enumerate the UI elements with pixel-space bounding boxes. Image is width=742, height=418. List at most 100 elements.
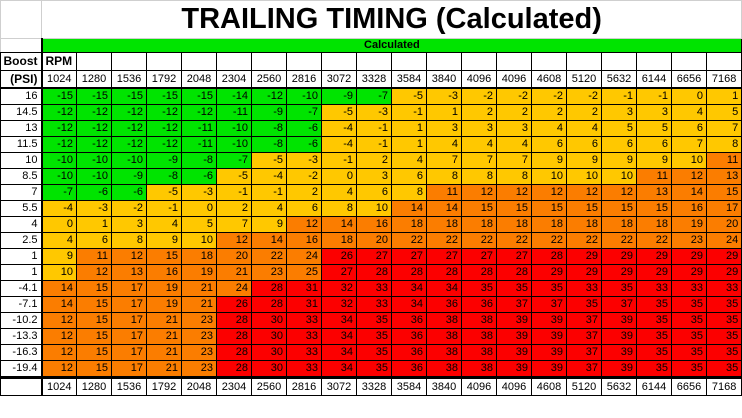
timing-cell[interactable]: 10 — [671, 152, 707, 169]
timing-cell[interactable]: 13 — [111, 264, 147, 281]
timing-cell[interactable]: 9 — [636, 152, 672, 169]
timing-cell[interactable]: 16 — [671, 200, 707, 217]
timing-cell[interactable]: -10 — [76, 152, 112, 169]
timing-cell[interactable]: 33 — [705, 280, 742, 297]
timing-cell[interactable]: -12 — [181, 104, 217, 121]
rpm-header-cell[interactable]: 6144 — [636, 70, 672, 89]
timing-cell[interactable]: 28 — [496, 264, 532, 281]
timing-cell[interactable]: 35 — [636, 328, 672, 345]
timing-cell[interactable]: 8 — [705, 136, 742, 153]
timing-cell[interactable]: 16 — [286, 232, 322, 249]
timing-cell[interactable]: 17 — [111, 328, 147, 345]
timing-cell[interactable]: 12 — [41, 344, 77, 361]
timing-cell[interactable]: 0 — [181, 200, 217, 217]
timing-cell[interactable]: -12 — [41, 136, 77, 153]
timing-cell[interactable]: 27 — [391, 248, 427, 265]
timing-cell[interactable]: 12 — [671, 168, 707, 185]
rpm-header-cell[interactable]: 7168 — [705, 70, 742, 89]
timing-cell[interactable]: -1 — [321, 152, 357, 169]
timing-cell[interactable]: 33 — [356, 280, 392, 297]
timing-cell[interactable]: 4 — [321, 184, 357, 201]
timing-cell[interactable]: -8 — [251, 120, 287, 137]
timing-cell[interactable]: -12 — [251, 87, 287, 105]
timing-cell[interactable]: 33 — [636, 280, 672, 297]
timing-cell[interactable]: 3 — [496, 120, 532, 137]
timing-cell[interactable]: 17 — [111, 296, 147, 313]
timing-cell[interactable]: 24 — [286, 248, 322, 265]
timing-cell[interactable]: 8 — [496, 168, 532, 185]
timing-cell[interactable]: -2 — [531, 87, 567, 105]
timing-cell[interactable]: 18 — [391, 216, 427, 233]
timing-cell[interactable]: 5 — [601, 120, 637, 137]
timing-cell[interactable]: 15 — [566, 200, 602, 217]
timing-cell[interactable]: 0 — [41, 216, 77, 233]
timing-cell[interactable]: 7 — [671, 136, 707, 153]
timing-cell[interactable]: 27 — [321, 264, 357, 281]
boost-value-cell[interactable]: -10.2 — [0, 312, 43, 329]
timing-cell[interactable]: 35 — [671, 328, 707, 345]
timing-cell[interactable]: 15 — [496, 200, 532, 217]
timing-cell[interactable]: 26 — [321, 248, 357, 265]
timing-cell[interactable]: 7 — [705, 120, 742, 137]
rpm-footer-cell[interactable]: 3840 — [426, 377, 462, 396]
timing-cell[interactable]: 27 — [496, 248, 532, 265]
rpm-header-cell[interactable]: 2048 — [181, 70, 217, 89]
timing-cell[interactable]: 10 — [356, 200, 392, 217]
timing-cell[interactable]: 15 — [636, 200, 672, 217]
timing-cell[interactable]: 6 — [391, 168, 427, 185]
timing-cell[interactable]: 39 — [601, 344, 637, 361]
timing-cell[interactable]: 22 — [461, 232, 497, 249]
timing-cell[interactable]: 3 — [636, 104, 672, 121]
timing-cell[interactable]: -1 — [636, 87, 672, 105]
timing-cell[interactable]: 13 — [705, 168, 742, 185]
timing-cell[interactable]: 9 — [531, 152, 567, 169]
timing-cell[interactable]: 19 — [671, 216, 707, 233]
timing-cell[interactable]: 18 — [461, 216, 497, 233]
timing-cell[interactable]: -5 — [216, 168, 252, 185]
timing-cell[interactable]: 38 — [461, 344, 497, 361]
timing-cell[interactable]: 10 — [601, 168, 637, 185]
timing-cell[interactable]: 3 — [461, 120, 497, 137]
timing-cell[interactable]: -11 — [216, 104, 252, 121]
timing-cell[interactable]: 34 — [391, 280, 427, 297]
timing-cell[interactable]: 4 — [566, 120, 602, 137]
timing-cell[interactable]: -12 — [146, 136, 182, 153]
timing-cell[interactable]: 35 — [705, 296, 742, 313]
timing-cell[interactable]: 21 — [146, 360, 182, 379]
timing-cell[interactable]: 13 — [636, 184, 672, 201]
timing-cell[interactable]: 18 — [496, 216, 532, 233]
timing-cell[interactable]: 39 — [601, 328, 637, 345]
timing-cell[interactable]: -10 — [41, 168, 77, 185]
timing-cell[interactable]: 38 — [461, 328, 497, 345]
timing-cell[interactable]: 15 — [76, 344, 112, 361]
timing-cell[interactable]: 19 — [146, 296, 182, 313]
timing-cell[interactable]: 23 — [671, 232, 707, 249]
rpm-footer-cell[interactable]: 3584 — [391, 377, 427, 396]
timing-cell[interactable]: 36 — [391, 328, 427, 345]
timing-cell[interactable]: -10 — [41, 152, 77, 169]
timing-cell[interactable]: 17 — [111, 312, 147, 329]
timing-cell[interactable]: 10 — [41, 264, 77, 281]
timing-cell[interactable]: 35 — [671, 344, 707, 361]
timing-cell[interactable]: 33 — [286, 360, 322, 379]
timing-cell[interactable]: 20 — [705, 216, 742, 233]
timing-cell[interactable]: -6 — [76, 184, 112, 201]
timing-cell[interactable]: -5 — [391, 87, 427, 105]
boost-value-cell[interactable]: -16.3 — [0, 344, 43, 361]
timing-cell[interactable]: 21 — [216, 264, 252, 281]
timing-cell[interactable]: -3 — [76, 200, 112, 217]
timing-cell[interactable]: 11 — [76, 248, 112, 265]
timing-cell[interactable]: 29 — [671, 248, 707, 265]
timing-cell[interactable]: -8 — [181, 152, 217, 169]
boost-value-cell[interactable]: 13 — [0, 120, 43, 137]
timing-cell[interactable]: 34 — [321, 312, 357, 329]
timing-cell[interactable]: 34 — [426, 280, 462, 297]
timing-cell[interactable]: -10 — [286, 87, 322, 105]
timing-cell[interactable]: -9 — [146, 152, 182, 169]
timing-cell[interactable]: 18 — [636, 216, 672, 233]
timing-cell[interactable]: -1 — [356, 136, 392, 153]
rpm-header-cell[interactable]: 5120 — [566, 70, 602, 89]
timing-cell[interactable]: 38 — [426, 312, 462, 329]
timing-cell[interactable]: 34 — [321, 344, 357, 361]
timing-cell[interactable]: -7 — [356, 87, 392, 105]
